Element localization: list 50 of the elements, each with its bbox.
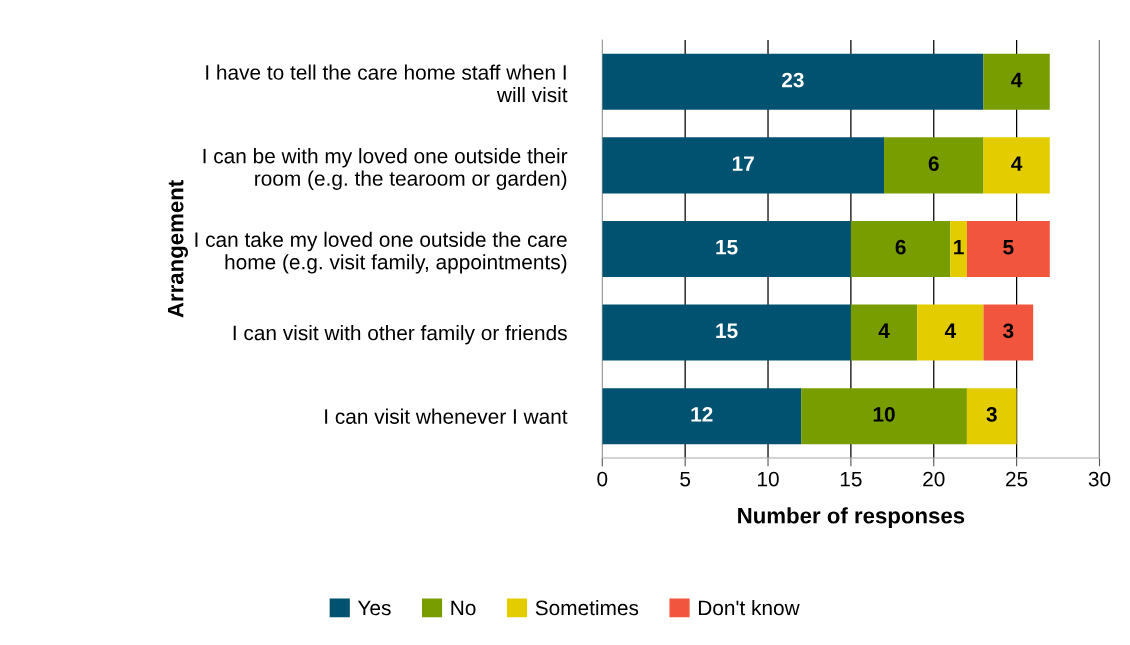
y-tick-label: I can be with my loved one outside their room (e.g. the tearoom or garden) <box>203 148 568 190</box>
y-tick-label: I can visit whenever I want <box>325 408 568 424</box>
x-tick-label: 20 <box>923 471 945 487</box>
bar <box>950 220 967 277</box>
legend-label: Sometimes <box>535 599 639 616</box>
x-tick-label: 30 <box>1088 471 1111 487</box>
x-tick-label: 15 <box>840 471 862 487</box>
bar <box>966 220 1050 277</box>
bar <box>884 137 984 194</box>
bar <box>983 304 1034 361</box>
bar <box>602 304 851 361</box>
legend-label: No <box>451 600 476 616</box>
bar <box>602 53 984 110</box>
x-axis-title: Number of responses <box>738 507 965 528</box>
y-tick-label: I can take my loved one outside the care home (e.g. visit family, appointments) <box>195 231 567 274</box>
legend-label: Yes <box>357 600 391 616</box>
data-label: 23 <box>782 72 804 88</box>
x-tick-label: 5 <box>680 471 691 487</box>
data-label: 3 <box>1003 323 1014 339</box>
data-label: 15 <box>716 323 738 339</box>
bar <box>983 53 1050 110</box>
data-label: 12 <box>691 406 713 422</box>
bar <box>602 137 885 194</box>
data-label: 4 <box>944 323 957 338</box>
data-label: 4 <box>1011 156 1023 171</box>
data-label: 5 <box>1003 240 1014 255</box>
bar <box>850 220 951 277</box>
x-tick-label: 10 <box>758 471 779 487</box>
bar <box>983 137 1050 194</box>
data-label: 4 <box>878 323 890 338</box>
data-label: 1 <box>954 240 964 255</box>
data-label: 3 <box>986 406 997 422</box>
data-label: 4 <box>1011 72 1023 88</box>
data-label: 6 <box>928 156 939 171</box>
y-tick-label: I have to tell the care home staff when I will visit <box>206 64 568 103</box>
data-label: 10 <box>873 406 895 422</box>
data-label: 15 <box>716 240 738 255</box>
x-tick-label: 0 <box>597 471 608 487</box>
bar <box>966 388 1017 445</box>
legend-label: Don't know <box>698 599 800 616</box>
bar <box>850 304 918 361</box>
bar <box>602 220 851 277</box>
data-label: 6 <box>895 239 906 255</box>
bar <box>801 388 967 445</box>
bar <box>602 388 802 445</box>
data-label: 17 <box>732 156 754 171</box>
y-tick-label: I can visit with other family or friends <box>233 325 567 345</box>
x-tick-label: 25 <box>1006 471 1028 487</box>
bar <box>917 304 984 361</box>
y-axis-title: Arrangement <box>167 180 188 318</box>
